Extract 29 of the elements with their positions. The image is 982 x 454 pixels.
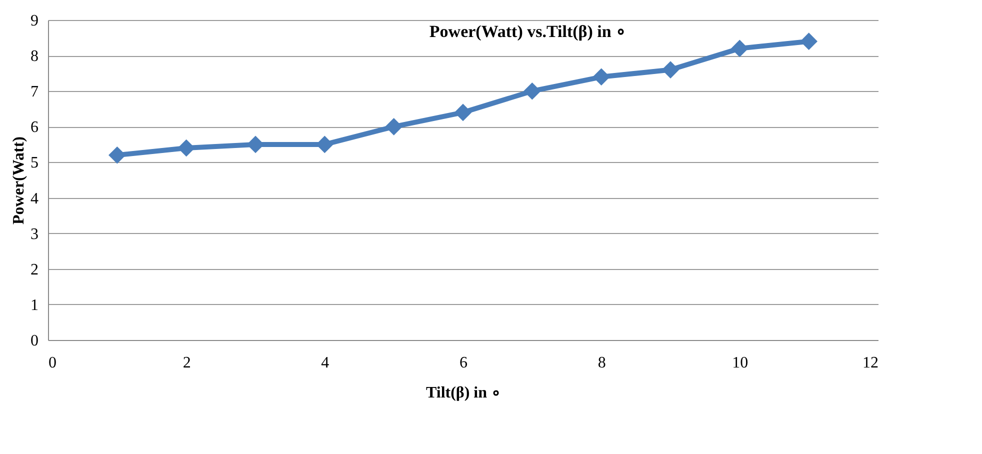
point	[731, 40, 748, 58]
point	[800, 32, 818, 50]
y-tick-label: 1	[30, 296, 38, 314]
x-tick-label: 8	[598, 354, 606, 372]
point	[592, 68, 610, 86]
point	[178, 139, 195, 157]
y-tick-label: 6	[30, 119, 38, 136]
y-tick-label: 7	[30, 84, 38, 101]
x-tick-label: 0	[48, 354, 56, 372]
y-tick-label: 3	[30, 226, 38, 243]
point	[108, 146, 126, 164]
point	[662, 61, 680, 78]
x-axis-title: Tilt(β) in ∘	[426, 384, 502, 402]
point	[524, 82, 541, 100]
point	[385, 118, 402, 136]
y-tick-label: 2	[30, 261, 38, 278]
point	[454, 104, 472, 122]
x-tick-label: 6	[460, 354, 468, 372]
x-tick-label: 10	[732, 354, 748, 372]
y-tick-label: 9	[30, 12, 38, 30]
x-tick-label: 2	[182, 354, 191, 372]
y-tick-label: 5	[30, 154, 38, 172]
y-tick-label: 8	[30, 48, 38, 66]
y-tick-label: 0	[30, 332, 38, 350]
x-tick-label: 4	[321, 354, 330, 372]
y-tick-label: 4	[30, 190, 38, 208]
y-axis-title: Power(Watt)	[10, 136, 28, 224]
x-tick-label: 12	[862, 354, 878, 372]
chart-title: Power(Watt) vs.Tilt(β) in ∘	[429, 22, 627, 41]
